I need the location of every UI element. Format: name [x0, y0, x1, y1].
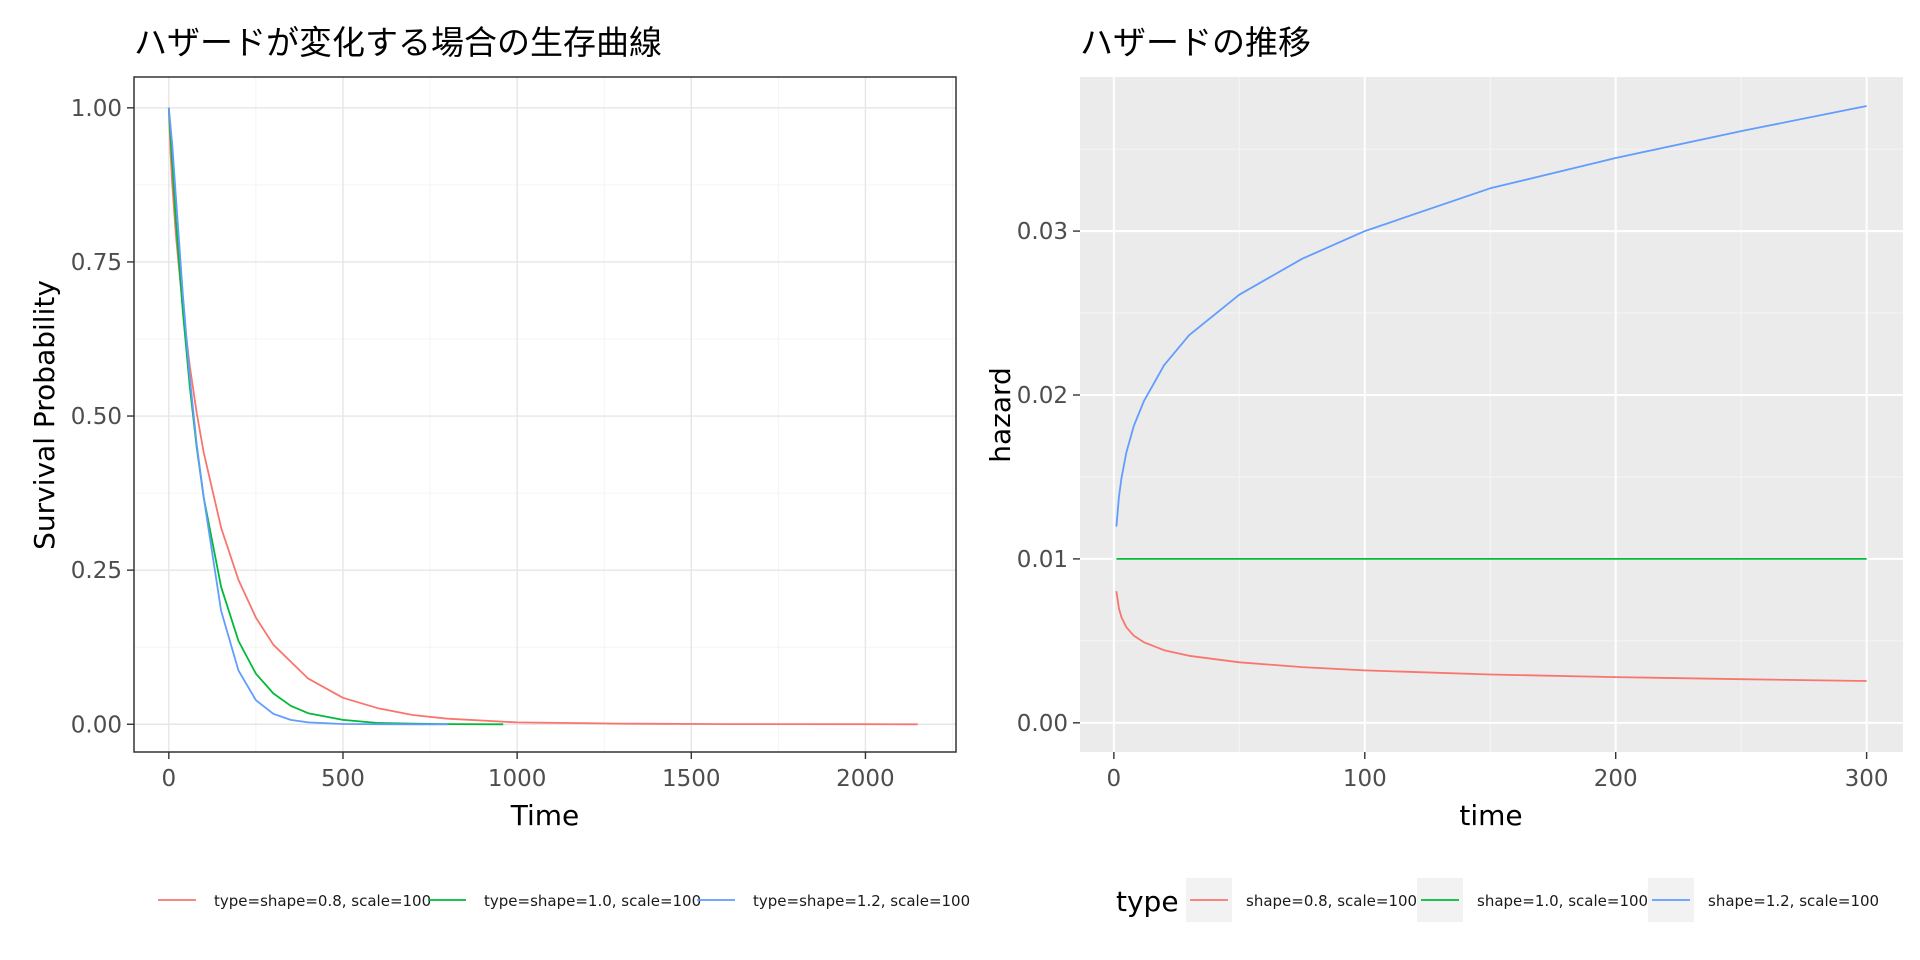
hazard-legend-title: type: [1116, 885, 1179, 918]
survival-axis-ticks: 0 500 1000 1500 2000 0.00 0.25 0.50 0.75 1.00: [71, 96, 895, 792]
hazard-legend: type shape=0.8, scale=100 shape=1.0, scal…: [1116, 878, 1879, 922]
y-tick-label: 0.01: [1017, 547, 1068, 573]
y-tick-label: 1.00: [71, 96, 122, 122]
legend-label: type=shape=1.2, scale=100: [753, 892, 970, 910]
y-tick-label: 0.03: [1017, 219, 1068, 245]
hazard-y-axis-title: hazard: [984, 367, 1017, 463]
survival-chart-title: ハザードが変化する場合の生存曲線: [134, 23, 662, 62]
x-tick-label: 500: [321, 766, 365, 792]
x-tick-label: 2000: [836, 766, 895, 792]
x-tick-label: 1500: [662, 766, 721, 792]
survival-gridlines: [134, 77, 956, 752]
legend-label: shape=1.0, scale=100: [1477, 892, 1648, 910]
x-tick-label: 0: [1107, 766, 1122, 792]
hazard-chart-title: ハザードの推移: [1080, 23, 1311, 62]
hazard-x-axis-title: time: [1459, 799, 1522, 832]
legend-label: type=shape=0.8, scale=100: [214, 892, 431, 910]
x-tick-label: 200: [1594, 766, 1638, 792]
y-tick-label: 0.75: [71, 250, 122, 276]
survival-legend: type=shape=0.8, scale=100 type=shape=1.0,…: [158, 892, 970, 910]
survival-y-axis-title: Survival Probability: [28, 280, 61, 550]
series-line: [167, 107, 448, 726]
y-tick-label: 0.02: [1017, 383, 1068, 409]
y-tick-label: 0.00: [1017, 711, 1068, 737]
x-tick-label: 100: [1343, 766, 1387, 792]
x-tick-label: 300: [1845, 766, 1889, 792]
series-line: [1115, 105, 1867, 527]
legend-label: shape=1.2, scale=100: [1708, 892, 1879, 910]
legend-label: type=shape=1.0, scale=100: [484, 892, 701, 910]
series-line: [1115, 591, 1867, 682]
survival-panel-border: [133, 76, 957, 753]
hazard-curves: [1115, 105, 1867, 682]
hazard-panel-background: [1080, 77, 1903, 752]
hazard-axis-ticks: 0 100 200 300 0.00 0.01 0.02 0.03: [1017, 219, 1889, 792]
y-tick-label: 0.00: [71, 712, 122, 738]
survival-curves: [167, 107, 918, 726]
legend-label: shape=0.8, scale=100: [1246, 892, 1417, 910]
y-tick-label: 0.50: [71, 404, 122, 430]
x-tick-label: 0: [162, 766, 177, 792]
x-tick-label: 1000: [488, 766, 547, 792]
survival-chart: ハザードが変化する場合の生存曲線 0 500 1000 1500 2000 0.00 0.2…: [28, 23, 970, 910]
survival-x-axis-title: Time: [510, 799, 580, 832]
series-line: [167, 107, 504, 726]
y-tick-label: 0.25: [71, 558, 122, 584]
